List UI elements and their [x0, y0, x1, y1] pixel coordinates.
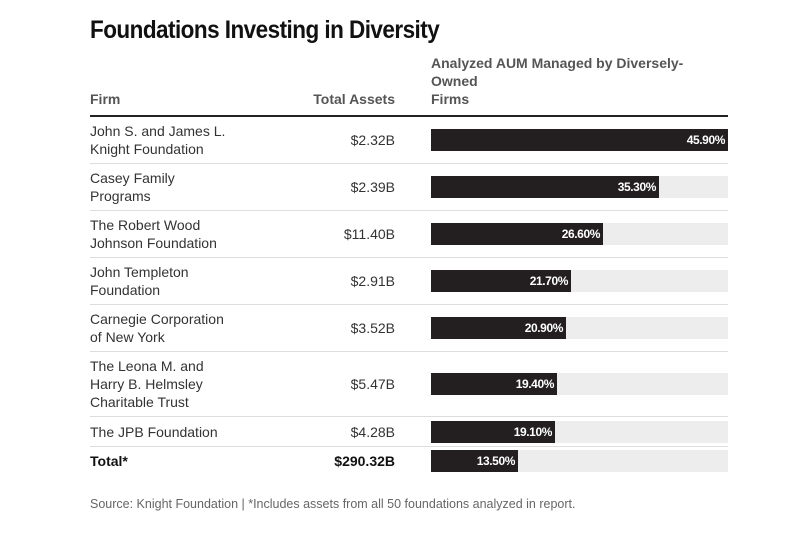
firm-name: Total*: [90, 452, 240, 470]
column-header-aum-line2: Firms: [431, 91, 470, 107]
bar-track: 19.10%: [431, 420, 728, 443]
firm-name-line: John S. and James L.: [90, 123, 226, 139]
table-row: John Templeton Foundation $2.91B 21.70%: [90, 258, 728, 305]
firm-name: The Robert Wood Johnson Foundation: [90, 216, 240, 252]
total-assets-value: $290.32B: [334, 453, 395, 469]
bar-value-label: 35.30%: [617, 180, 657, 194]
firm-name-line: Charitable Trust: [90, 394, 189, 410]
bar-value-label: 20.90%: [524, 321, 564, 335]
firm-name-line: Casey Family: [90, 170, 175, 186]
source-note: Source: Knight Foundation | *Includes as…: [90, 497, 576, 511]
bar-track: 45.90%: [431, 129, 728, 151]
bar-value-label: 45.90%: [686, 133, 726, 147]
table-row: Casey Family Programs $2.39B 35.30%: [90, 164, 728, 211]
bar-value-label: 21.70%: [529, 274, 569, 288]
table-row: John S. and James L. Knight Foundation $2.…: [90, 117, 728, 164]
table-row: The Robert Wood Johnson Foundation $11.40B…: [90, 211, 728, 258]
bar-track: 26.60%: [431, 223, 728, 245]
bar-value-label: 13.50%: [476, 454, 516, 468]
firm-name-line: The Leona M. and: [90, 358, 204, 374]
firm-name-line: The Robert Wood: [90, 217, 201, 233]
firm-name: The Leona M. and Harry B. Helmsley Charita…: [90, 357, 240, 411]
firm-name-line: The JPB Foundation: [90, 423, 218, 440]
bar-value-label: 26.60%: [561, 227, 601, 241]
total-assets-value: $11.40B: [343, 226, 395, 242]
bar-track: 19.40%: [431, 373, 728, 395]
table-row: The JPB Foundation $4.28B 19.10%: [90, 417, 728, 447]
bar: [431, 176, 659, 198]
total-assets-value: $3.52B: [350, 320, 395, 336]
bar-track: 21.70%: [431, 270, 728, 292]
firm-name-line: John Templeton: [90, 264, 189, 280]
firm-name-line: Programs: [90, 188, 151, 204]
bar-track: 35.30%: [431, 176, 728, 198]
total-assets-value: $2.91B: [350, 273, 395, 289]
bar: [431, 420, 555, 443]
total-assets-value: $4.28B: [350, 423, 395, 440]
chart-title: Foundations Investing in Diversity: [90, 16, 440, 44]
column-header-aum: Analyzed AUM Managed by Diversely-Owned …: [431, 54, 728, 108]
firm-name: John Templeton Foundation: [90, 263, 240, 299]
total-assets-value: $5.47B: [350, 376, 395, 392]
firm-name-line: Foundation: [90, 282, 161, 298]
bar: [431, 223, 603, 245]
foundations-table: Firm Total Assets Analyzed AUM Managed b…: [90, 55, 728, 475]
bar: [431, 270, 571, 292]
firm-name: Carnegie Corporation of New York: [90, 310, 240, 346]
column-header-total-assets: Total Assets: [313, 91, 395, 107]
table-row: The Leona M. and Harry B. Helmsley Charita…: [90, 352, 728, 417]
firm-name-line: Total*: [90, 453, 128, 469]
bar-track: 13.50%: [431, 450, 728, 472]
total-assets-value: $2.32B: [350, 132, 395, 148]
table-row-total: Total* $290.32B 13.50%: [90, 447, 728, 475]
total-assets-value: $2.39B: [350, 179, 395, 195]
firm-name: John S. and James L. Knight Foundation: [90, 122, 240, 158]
bar: [431, 373, 557, 395]
column-header-aum-line1: Analyzed AUM Managed by Diversely-Owned: [431, 55, 684, 89]
table-row: Carnegie Corporation of New York $3.52B 20.…: [90, 305, 728, 352]
bar-value-label: 19.40%: [515, 377, 555, 391]
bar: [431, 317, 566, 339]
firm-name: Casey Family Programs: [90, 169, 240, 205]
bar-value-label: 19.10%: [513, 424, 553, 439]
column-header-firm: Firm: [90, 91, 121, 107]
firm-name-line: Knight Foundation: [90, 141, 204, 157]
bar: [431, 450, 518, 472]
table-header: Firm Total Assets Analyzed AUM Managed b…: [90, 55, 728, 117]
firm-name-line: Carnegie Corporation: [90, 311, 224, 327]
firm-name: The JPB Foundation: [90, 423, 240, 441]
firm-name-line: Harry B. Helmsley: [90, 376, 203, 392]
table-body: John S. and James L. Knight Foundation $2.…: [90, 117, 728, 475]
bar: [431, 129, 728, 151]
bar-track: 20.90%: [431, 317, 728, 339]
firm-name-line: Johnson Foundation: [90, 235, 217, 251]
firm-name-line: of New York: [90, 329, 165, 345]
